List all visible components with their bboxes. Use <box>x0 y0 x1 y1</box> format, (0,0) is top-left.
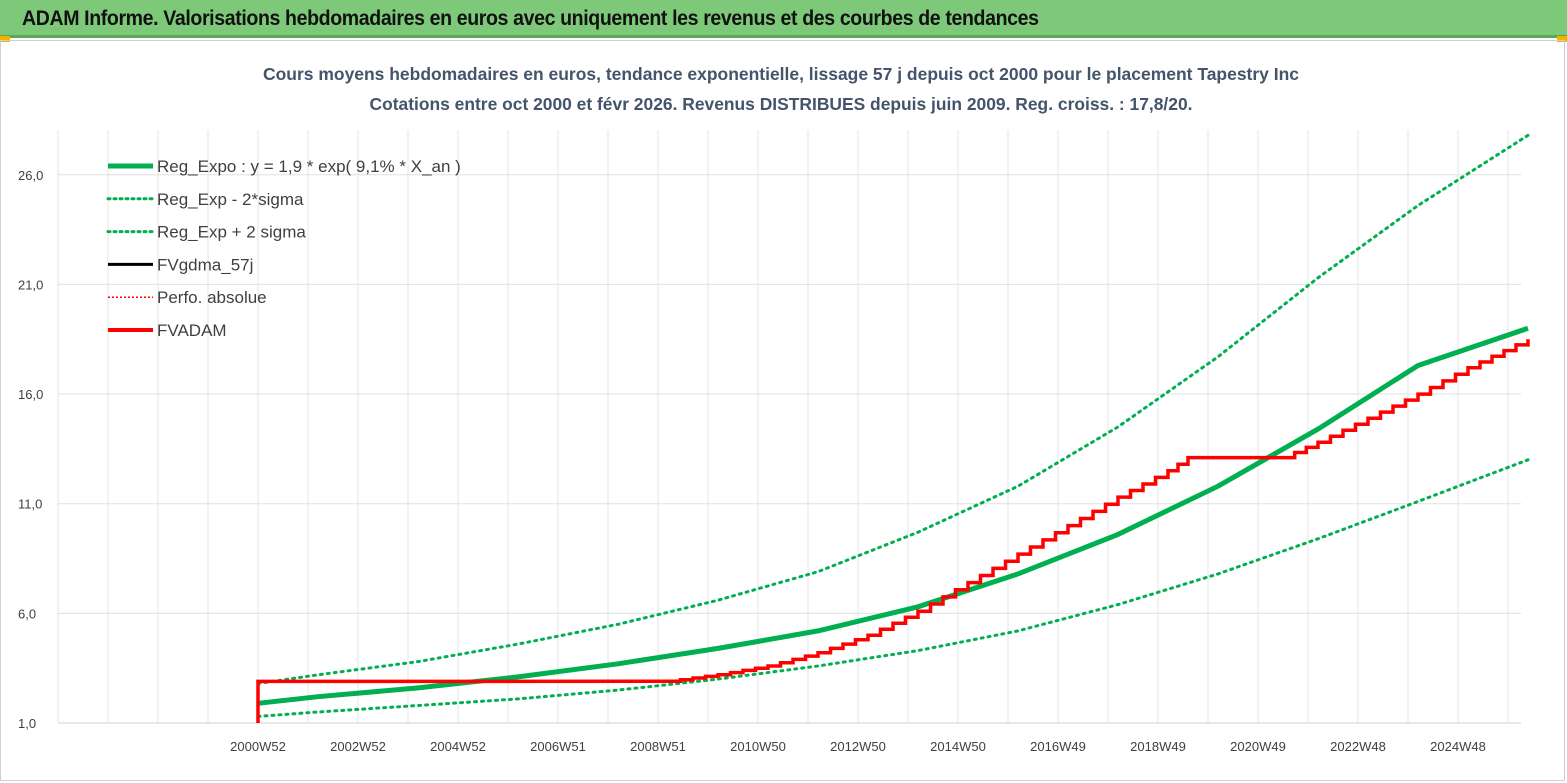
x-tick-label: 2012W50 <box>830 739 886 754</box>
left-corner-mark <box>0 36 10 42</box>
grid <box>57 130 1521 724</box>
right-corner-mark <box>1557 36 1567 42</box>
chart-title-line: Cours moyens hebdomadaires en euros, ten… <box>263 64 1299 84</box>
chart-title-line: Cotations entre oct 2000 et févr 2026. R… <box>370 94 1193 114</box>
series-line-fvadam <box>256 339 1530 723</box>
legend-label: Reg_Exp + 2 sigma <box>157 223 306 242</box>
x-tick-label: 2018W49 <box>1130 739 1186 754</box>
y-tick-label: 11,0 <box>18 497 42 512</box>
x-axis: 2000W52 2002W52 2004W52 2006W51 2008W51 2010W… <box>230 739 1486 754</box>
series-lines <box>256 133 1530 723</box>
x-tick-label: 2024W48 <box>1430 739 1486 754</box>
x-tick-label: 2004W52 <box>430 739 486 754</box>
series-line-reg_exp <box>256 133 1530 685</box>
chart-title: Cours moyens hebdomadaires en euros, ten… <box>263 64 1299 114</box>
x-tick-label: 2008W51 <box>630 739 686 754</box>
chart-frame <box>0 40 1565 781</box>
y-tick-label: 16,0 <box>18 387 43 402</box>
legend-label: Perfo. absolue <box>157 288 267 307</box>
x-tick-label: 2000W52 <box>230 739 286 754</box>
legend: Reg_Expo : y = 1,9 * exp( 9,1% * X_an ) R… <box>106 157 461 340</box>
series-line-reg_expo <box>257 325 1529 706</box>
legend-label: Reg_Expo : y = 1,9 * exp( 9,1% * X_an ) <box>157 157 461 176</box>
x-tick-label: 2006W51 <box>530 739 586 754</box>
header-bar: ADAM Informe. Valorisations hebdomadaire… <box>0 0 1567 38</box>
y-tick-label: 21,0 <box>18 277 43 292</box>
x-tick-label: 2014W50 <box>930 739 986 754</box>
y-tick-label: 6,0 <box>18 606 36 621</box>
legend-label: FVADAM <box>157 321 227 340</box>
y-tick-label: 1,0 <box>18 716 36 731</box>
x-tick-label: 2002W52 <box>330 739 386 754</box>
y-axis: 1,0 6,0 11,0 16,0 21,0 26,0 <box>18 168 43 731</box>
page-title: ADAM Informe. Valorisations hebdomadaire… <box>22 7 1039 30</box>
series-line-reg_exp <box>256 458 1530 718</box>
legend-label: Reg_Exp - 2*sigma <box>157 190 304 209</box>
x-tick-label: 2016W49 <box>1030 739 1086 754</box>
y-tick-label: 26,0 <box>18 168 43 183</box>
x-tick-label: 2022W48 <box>1330 739 1386 754</box>
legend-label: FVgdma_57j <box>157 255 253 274</box>
x-tick-label: 2020W49 <box>1230 739 1286 754</box>
x-tick-label: 2010W50 <box>730 739 786 754</box>
